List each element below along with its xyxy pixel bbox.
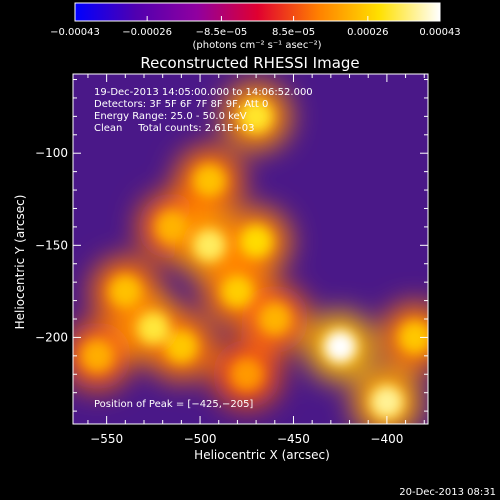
colorbar-unit-label: (photons cm⁻² s⁻¹ asec⁻²) (192, 40, 321, 51)
colorbar: −0.00043 −0.00026 −8.5e−05 8.5e−05 0.00026 0.… (50, 2, 461, 51)
heat-source (398, 321, 428, 354)
heat-source (137, 312, 170, 345)
plot-frame (72, 73, 429, 425)
heat-source (156, 210, 189, 243)
colorbar-tick-label: 8.5e−05 (272, 27, 315, 38)
y-tick-label: −100 (35, 146, 68, 160)
heat-source (258, 303, 291, 335)
annotation-time-range: 19-Dec-2013 14:05:00.000 to 14:06:52.000 (94, 87, 313, 98)
heat-source (193, 229, 226, 262)
heat-source (165, 330, 198, 363)
plot-area: −550 −500 −450 −400 −100 −150 −200 19-Dec-201… (35, 73, 429, 446)
heat-source (193, 164, 226, 197)
y-axis-label: Heliocentric Y (arcsec) (13, 195, 27, 330)
footer-timestamp: 20-Dec-2013 08:31 (399, 487, 496, 498)
annotation-detectors: Detectors: 3F 5F 6F 7F 8F 9F, Att 0 (94, 99, 268, 110)
annotation-clean-counts: Clean Total counts: 2.61E+03 (94, 123, 254, 134)
heat-source (240, 100, 273, 133)
x-tick-label: −450 (277, 432, 310, 446)
heatmap-image (73, 82, 428, 424)
heat-source (324, 330, 357, 363)
x-tick-label: −550 (90, 432, 123, 446)
heat-source (109, 275, 142, 308)
x-axis-label: Heliocentric X (arcsec) (194, 448, 330, 462)
colorbar-tick-label: −8.5e−05 (196, 27, 248, 38)
heat-source (230, 358, 263, 391)
y-tick-label: −150 (35, 238, 68, 252)
colorbar-tick-label: 0.00026 (347, 27, 388, 38)
heat-source (81, 339, 114, 372)
x-tick-label: −500 (184, 432, 217, 446)
x-tick-label: −400 (370, 432, 403, 446)
colorbar-tick-label: −0.00043 (50, 27, 100, 38)
peak-position-label: Position of Peak = [−425,−205] (94, 399, 253, 410)
heat-source (240, 225, 273, 258)
colorbar-frame (74, 2, 441, 22)
y-tick-label: −200 (35, 330, 68, 344)
annotation-energy-range: Energy Range: 25.0 - 50.0 keV (94, 111, 247, 122)
heat-source (221, 275, 254, 308)
heat-source (370, 385, 403, 418)
info-annotations: 19-Dec-2013 14:05:00.000 to 14:06:52.000… (94, 87, 313, 134)
colorbar-tick-label: 0.00043 (419, 27, 460, 38)
chart-title: Reconstructed RHESSI Image (140, 54, 359, 72)
colorbar-bar (75, 3, 440, 21)
colorbar-tick-label: −0.00026 (122, 27, 172, 38)
